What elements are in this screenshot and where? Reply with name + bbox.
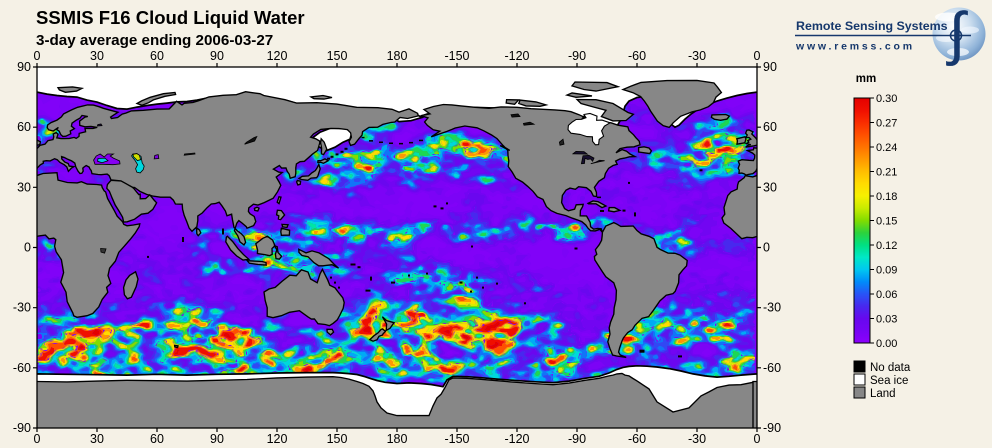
svg-text:-60: -60 [628,49,646,63]
svg-text:0: 0 [763,241,770,255]
svg-text:-120: -120 [504,49,529,63]
svg-text:180: 180 [387,432,408,446]
svg-text:0.24: 0.24 [876,142,897,154]
svg-text:90: 90 [210,49,224,63]
svg-text:90: 90 [17,60,31,74]
svg-text:0: 0 [34,49,41,63]
svg-text:180: 180 [387,49,408,63]
svg-text:0.18: 0.18 [876,191,897,203]
svg-text:-150: -150 [444,432,469,446]
svg-text:-30: -30 [688,49,706,63]
svg-text:-150: -150 [444,49,469,63]
svg-text:-90: -90 [13,421,31,435]
svg-text:-60: -60 [13,361,31,375]
svg-text:-60: -60 [763,361,781,375]
svg-text:www.remss.com: www.remss.com [795,41,915,53]
svg-text:150: 150 [327,432,348,446]
svg-text:150: 150 [327,49,348,63]
svg-text:-90: -90 [568,49,586,63]
svg-text:30: 30 [90,49,104,63]
svg-text:60: 60 [150,49,164,63]
svg-text:0.03: 0.03 [876,314,897,326]
svg-text:120: 120 [267,49,288,63]
svg-text:No data: No data [870,362,911,374]
svg-text:90: 90 [763,60,777,74]
svg-text:0: 0 [754,49,761,63]
svg-text:0.30: 0.30 [876,93,897,105]
svg-text:0.21: 0.21 [876,167,897,179]
svg-text:-30: -30 [13,301,31,315]
svg-text:0.27: 0.27 [876,118,897,130]
svg-text:60: 60 [150,432,164,446]
svg-text:30: 30 [90,432,104,446]
svg-text:Land: Land [870,388,896,400]
svg-text:0.00: 0.00 [876,338,897,350]
svg-text:60: 60 [763,120,777,134]
svg-text:3-day average ending 2006-03-2: 3-day average ending 2006-03-27 [36,32,273,49]
svg-text:-60: -60 [628,432,646,446]
svg-text:0: 0 [754,432,761,446]
svg-text:mm: mm [856,73,876,85]
svg-text:SSMIS F16 Cloud Liquid Water: SSMIS F16 Cloud Liquid Water [36,7,305,28]
svg-text:Remote Sensing Systems: Remote Sensing Systems [796,19,948,33]
svg-text:-120: -120 [504,432,529,446]
svg-text:30: 30 [763,180,777,194]
svg-text:0: 0 [34,432,41,446]
svg-text:-90: -90 [763,421,781,435]
svg-text:Sea ice: Sea ice [870,375,908,387]
svg-text:0.12: 0.12 [876,240,897,252]
svg-text:0.09: 0.09 [876,265,897,277]
svg-text:0.15: 0.15 [876,216,897,228]
svg-text:-90: -90 [568,432,586,446]
svg-text:90: 90 [210,432,224,446]
svg-text:-30: -30 [688,432,706,446]
svg-text:0: 0 [24,241,31,255]
svg-text:120: 120 [267,432,288,446]
svg-text:60: 60 [17,120,31,134]
svg-text:-30: -30 [763,301,781,315]
svg-text:30: 30 [17,180,31,194]
svg-text:0.06: 0.06 [876,289,897,301]
svg-text:∫: ∫ [946,1,968,66]
